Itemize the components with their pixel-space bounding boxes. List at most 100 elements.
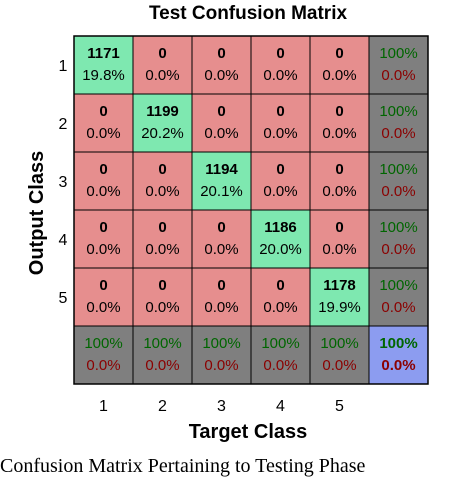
overall-accuracy-cell: [368, 325, 429, 385]
cell-count: 1171: [87, 45, 120, 62]
y-tick-label: 4: [59, 232, 68, 249]
cell-count: 0: [217, 103, 225, 120]
matrix-grid: 117119.8%00.0%00.0%00.0%00.0%00.0%119920…: [59, 35, 429, 415]
cell-count: 0: [158, 161, 166, 178]
matrix-cell: [132, 267, 193, 327]
matrix-cell: [191, 93, 252, 153]
column-summary-correct: 100%: [84, 335, 122, 352]
cell-percent: 0.0%: [263, 183, 297, 200]
matrix-cell: [132, 209, 193, 269]
y-tick-label: 2: [59, 116, 68, 133]
row-summary-incorrect: 0.0%: [381, 125, 415, 142]
cell-count: 1186: [264, 219, 297, 236]
cell-percent: 0.0%: [263, 125, 297, 142]
row-summary-correct: 100%: [379, 45, 417, 62]
column-summary-correct: 100%: [202, 335, 240, 352]
cell-count: 0: [158, 219, 166, 236]
x-tick-label: 3: [217, 398, 226, 415]
cell-percent: 0.0%: [204, 125, 238, 142]
cell-count: 0: [217, 219, 225, 236]
cell-percent: 0.0%: [86, 125, 120, 142]
cell-count: 0: [99, 161, 107, 178]
cell-count: 0: [335, 219, 343, 236]
x-tick-label: 4: [276, 398, 285, 415]
cell-percent: 0.0%: [322, 125, 356, 142]
column-summary-cell: [73, 325, 134, 385]
cell-count: 0: [335, 161, 343, 178]
cell-count: 1194: [205, 161, 238, 178]
y-tick-label: 3: [59, 174, 68, 191]
column-summary-incorrect: 0.0%: [263, 357, 297, 374]
overall-incorrect: 0.0%: [381, 357, 415, 374]
cell-percent: 19.8%: [82, 67, 125, 84]
cell-count: 0: [158, 277, 166, 294]
row-summary-incorrect: 0.0%: [381, 241, 415, 258]
cell-count: 0: [99, 277, 107, 294]
cell-percent: 20.2%: [141, 125, 184, 142]
x-tick-label: 5: [335, 398, 344, 415]
x-tick-label: 1: [99, 398, 108, 415]
cell-percent: 0.0%: [204, 67, 238, 84]
row-summary-correct: 100%: [379, 277, 417, 294]
matrix-cell: [132, 151, 193, 211]
column-summary-correct: 100%: [143, 335, 181, 352]
cell-count: 0: [335, 103, 343, 120]
matrix-cell: [309, 93, 370, 153]
matrix-cell: [309, 209, 370, 269]
cell-percent: 0.0%: [204, 299, 238, 316]
row-summary-incorrect: 0.0%: [381, 183, 415, 200]
matrix-cell: [191, 209, 252, 269]
cell-count: 0: [276, 161, 284, 178]
cell-percent: 0.0%: [204, 241, 238, 258]
x-axis-label: Target Class: [189, 421, 308, 443]
cell-count: 0: [276, 103, 284, 120]
column-summary-incorrect: 0.0%: [145, 357, 179, 374]
row-summary-correct: 100%: [379, 161, 417, 178]
cell-percent: 20.0%: [259, 241, 302, 258]
matrix-cell: [132, 35, 193, 95]
column-summary-correct: 100%: [320, 335, 358, 352]
cell-count: 0: [335, 45, 343, 62]
cell-count: 1178: [323, 277, 356, 294]
cell-percent: 0.0%: [322, 183, 356, 200]
row-summary-incorrect: 0.0%: [381, 299, 415, 316]
matrix-cell: [73, 267, 134, 327]
cell-count: 0: [99, 219, 107, 236]
y-tick-label: 1: [59, 58, 68, 75]
row-summary-correct: 100%: [379, 103, 417, 120]
matrix-cell: [250, 209, 311, 269]
cell-count: 0: [217, 45, 225, 62]
matrix-cell: [73, 35, 134, 95]
matrix-cell: [309, 267, 370, 327]
row-summary-correct: 100%: [379, 219, 417, 236]
row-summary-cell: [368, 151, 429, 211]
column-summary-incorrect: 0.0%: [322, 357, 356, 374]
y-axis-label: Output Class: [26, 151, 48, 275]
cell-percent: 0.0%: [86, 183, 120, 200]
x-tick-label: 2: [158, 398, 167, 415]
column-summary-incorrect: 0.0%: [86, 357, 120, 374]
row-summary-cell: [368, 209, 429, 269]
cell-count: 0: [158, 45, 166, 62]
cell-percent: 0.0%: [145, 67, 179, 84]
figure-caption: Confusion Matrix Pertaining to Testing P…: [0, 455, 366, 477]
cell-percent: 0.0%: [145, 183, 179, 200]
cell-percent: 0.0%: [322, 241, 356, 258]
cell-percent: 20.1%: [200, 183, 243, 200]
cell-percent: 0.0%: [263, 67, 297, 84]
cell-count: 0: [99, 103, 107, 120]
column-summary-incorrect: 0.0%: [204, 357, 238, 374]
cell-count: 0: [276, 45, 284, 62]
matrix-cell: [191, 267, 252, 327]
cell-count: 0: [276, 277, 284, 294]
cell-percent: 0.0%: [263, 299, 297, 316]
cell-percent: 0.0%: [322, 67, 356, 84]
cell-percent: 19.9%: [318, 299, 361, 316]
row-summary-incorrect: 0.0%: [381, 67, 415, 84]
y-tick-label: 5: [59, 290, 68, 307]
cell-percent: 0.0%: [86, 299, 120, 316]
matrix-border: [73, 35, 429, 385]
cell-count: 0: [217, 277, 225, 294]
column-summary-correct: 100%: [261, 335, 299, 352]
